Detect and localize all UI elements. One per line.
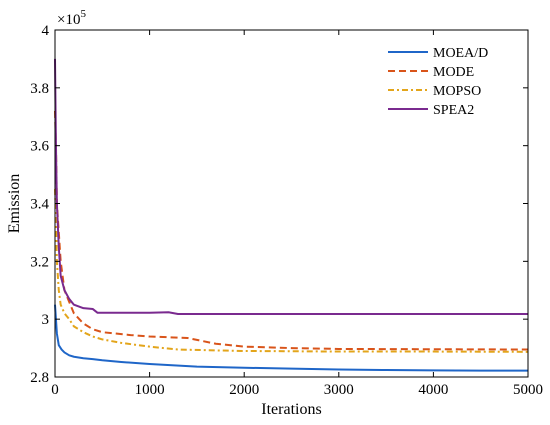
series-line-3 [54, 58, 528, 315]
y-axis-title: Emission [6, 174, 23, 234]
x-axis-title: Iterations [261, 401, 321, 418]
scale-factor-base: ×10 [57, 12, 80, 28]
y-axis-ticks: 2.8 3 3.2 3.4 3.6 3.8 4 [30, 23, 528, 386]
y-axis-scale-factor: ×105 [57, 8, 86, 28]
x-tick-label: 5000 [513, 382, 543, 398]
x-axis-ticks: 0 1000 2000 3000 4000 5000 [51, 30, 543, 398]
x-tick-label: 4000 [418, 382, 448, 398]
y-tick-label: 4 [42, 23, 50, 39]
legend-label-1: MODE [433, 65, 474, 80]
x-tick-label: 3000 [324, 382, 354, 398]
series-line-0 [54, 304, 528, 372]
y-tick-label: 3.4 [30, 197, 49, 213]
x-tick-label: 1000 [135, 382, 165, 398]
series-layer [54, 58, 529, 372]
scale-factor-exponent: 5 [80, 8, 86, 20]
scale-factor-label: ×105 [57, 8, 86, 28]
y-tick-label: 2.8 [30, 370, 49, 386]
y-tick-label: 3.6 [30, 139, 49, 155]
y-tick-label: 3.8 [30, 81, 49, 97]
legend-label-2: MOPSO [433, 84, 481, 99]
chart-legend: MOEA/D MODE MOPSO SPEA2 [388, 46, 488, 118]
legend-label-0: MOEA/D [433, 46, 488, 61]
legend-label-3: SPEA2 [433, 103, 474, 118]
series-line-2 [54, 189, 529, 353]
y-tick-label: 3.2 [30, 254, 49, 270]
x-tick-label: 0 [51, 382, 59, 398]
x-tick-label: 2000 [229, 382, 259, 398]
y-tick-label: 3 [42, 312, 50, 328]
